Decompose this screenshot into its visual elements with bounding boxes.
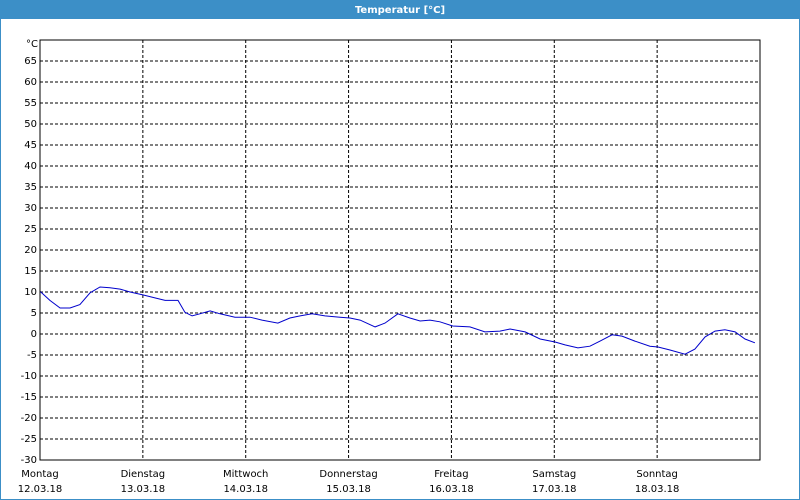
plot-frame [39, 39, 761, 461]
x-tick-date: 15.03.18 [326, 484, 371, 495]
temperature-line [39, 286, 756, 355]
x-tick-label: Dienstag [121, 469, 166, 480]
y-tick-label: 20 [24, 245, 37, 256]
chart-title: Temperatur [°C] [355, 5, 445, 16]
y-tick-label: 30 [24, 203, 37, 214]
y-tick-label: 0 [31, 329, 37, 340]
y-tick-label: 40 [24, 161, 37, 172]
x-tick-label: Montag [21, 469, 58, 480]
y-unit: °C [26, 39, 38, 50]
x-tick-date: 18.03.18 [635, 484, 680, 495]
y-tick-label: -5 [27, 350, 37, 361]
y-tick-label: -20 [21, 413, 37, 424]
x-tick-date: 13.03.18 [121, 484, 166, 495]
y-tick-label: 25 [24, 224, 37, 235]
y-tick-label: -30 [21, 455, 37, 466]
y-tick-label: 15 [24, 266, 37, 277]
y-tick-label: -10 [21, 371, 37, 382]
y-tick-label: 10 [24, 287, 37, 298]
y-tick-label: 65 [24, 56, 37, 67]
x-tick-date: 12.03.18 [18, 484, 63, 495]
y-tick-label: 55 [24, 98, 37, 109]
x-tick-label: Mittwoch [223, 469, 268, 480]
x-tick-date: 17.03.18 [532, 484, 577, 495]
title-bar [0, 0, 800, 19]
y-tick-label: 5 [31, 308, 37, 319]
y-tick-label: 60 [24, 77, 37, 88]
x-tick-date: 16.03.18 [429, 484, 474, 495]
x-tick-label: Freitag [434, 469, 468, 480]
y-tick-label: -15 [21, 392, 37, 403]
x-tick-label: Samstag [532, 469, 576, 480]
y-tick-label: 45 [24, 140, 37, 151]
x-tick-label: Sonntag [636, 469, 678, 480]
x-tick-date: 14.03.18 [223, 484, 268, 495]
y-tick-label: -25 [21, 434, 37, 445]
y-tick-label: 35 [24, 182, 37, 193]
y-tick-label: 50 [24, 119, 37, 130]
x-tick-label: Donnerstag [319, 469, 377, 480]
